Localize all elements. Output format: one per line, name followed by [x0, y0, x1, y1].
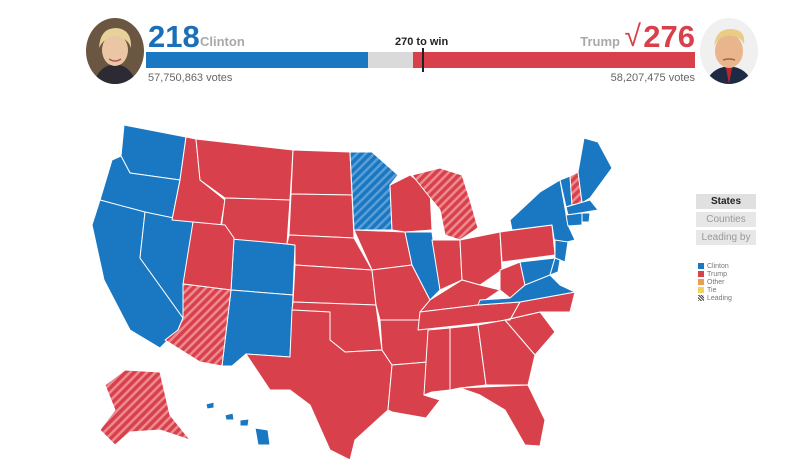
clinton-popular-votes: 57,750,863 votes: [148, 72, 233, 84]
clinton-avatar: [86, 18, 144, 84]
leading-by-toggle[interactable]: Leading by: [696, 230, 756, 245]
state-illinois: [404, 231, 441, 301]
state-washington: [120, 124, 187, 181]
state-texas: [245, 309, 393, 461]
state-alabama: [449, 324, 487, 391]
clinton-bar-fill: [146, 52, 369, 68]
legend-item-leading: Leading: [698, 294, 732, 302]
state-colorado: [230, 237, 296, 296]
legend-item-trump: Trump: [698, 270, 732, 278]
counties-toggle[interactable]: Counties: [696, 212, 756, 227]
winner-checkmark-icon: √: [624, 20, 641, 53]
legend-swatch: [698, 279, 704, 285]
legend-label: Tie: [707, 286, 717, 294]
threshold-label: 270 to win: [395, 36, 449, 48]
state-connecticut: [565, 212, 583, 227]
trump-avatar: [700, 18, 758, 84]
clinton-electoral-count: 218: [148, 19, 200, 54]
state-ohio: [459, 231, 503, 286]
state-north-dakota: [290, 149, 353, 196]
state-massachusetts: [565, 199, 599, 216]
state-utah: [182, 221, 235, 291]
state-new-jersey: [554, 239, 569, 263]
legend-item-clinton: Clinton: [698, 262, 732, 270]
legend-item-tie: Tie: [698, 286, 732, 294]
legend-label: Leading: [707, 294, 732, 302]
state-rhode-island: [581, 212, 591, 223]
legend-swatch: [698, 263, 704, 269]
state-georgia: [477, 319, 536, 386]
state-hawaii-3: [239, 418, 250, 427]
electoral-progress-bar: [146, 48, 695, 72]
state-mississippi: [423, 327, 451, 396]
legend-label: Trump: [707, 270, 727, 278]
state-arizona: [164, 283, 232, 367]
state-pennsylvania: [499, 224, 556, 263]
legend-swatch: [698, 271, 704, 277]
legend-swatch: [698, 287, 704, 293]
state-michigan: [411, 167, 479, 241]
clinton-name: Clinton: [200, 34, 245, 49]
state-south-dakota: [288, 193, 355, 239]
map-legend: Clinton Trump Other Tie Leading: [698, 262, 732, 302]
legend-label: Clinton: [707, 262, 729, 270]
trump-electoral-count: 276: [643, 19, 695, 54]
state-new-york: [509, 179, 576, 246]
trump-name: Trump: [580, 34, 620, 49]
threshold-marker: [421, 48, 424, 72]
state-florida: [459, 384, 546, 447]
trump-bar-fill: [413, 52, 695, 68]
state-alaska: [99, 369, 191, 446]
state-wisconsin: [389, 174, 433, 233]
state-virginia: [477, 269, 576, 306]
state-kansas: [292, 264, 377, 306]
state-hawaii-1: [205, 401, 215, 410]
state-maine: [577, 137, 613, 204]
state-hawaii-4: [254, 427, 271, 446]
state-delaware: [549, 257, 561, 276]
trump-popular-votes: 58,207,475 votes: [610, 72, 695, 84]
states-toggle[interactable]: States: [696, 194, 756, 209]
state-hawaii-2: [224, 412, 235, 421]
legend-item-other: Other: [698, 278, 732, 286]
legend-swatch-hatch: [698, 295, 704, 301]
legend-label: Other: [707, 278, 725, 286]
